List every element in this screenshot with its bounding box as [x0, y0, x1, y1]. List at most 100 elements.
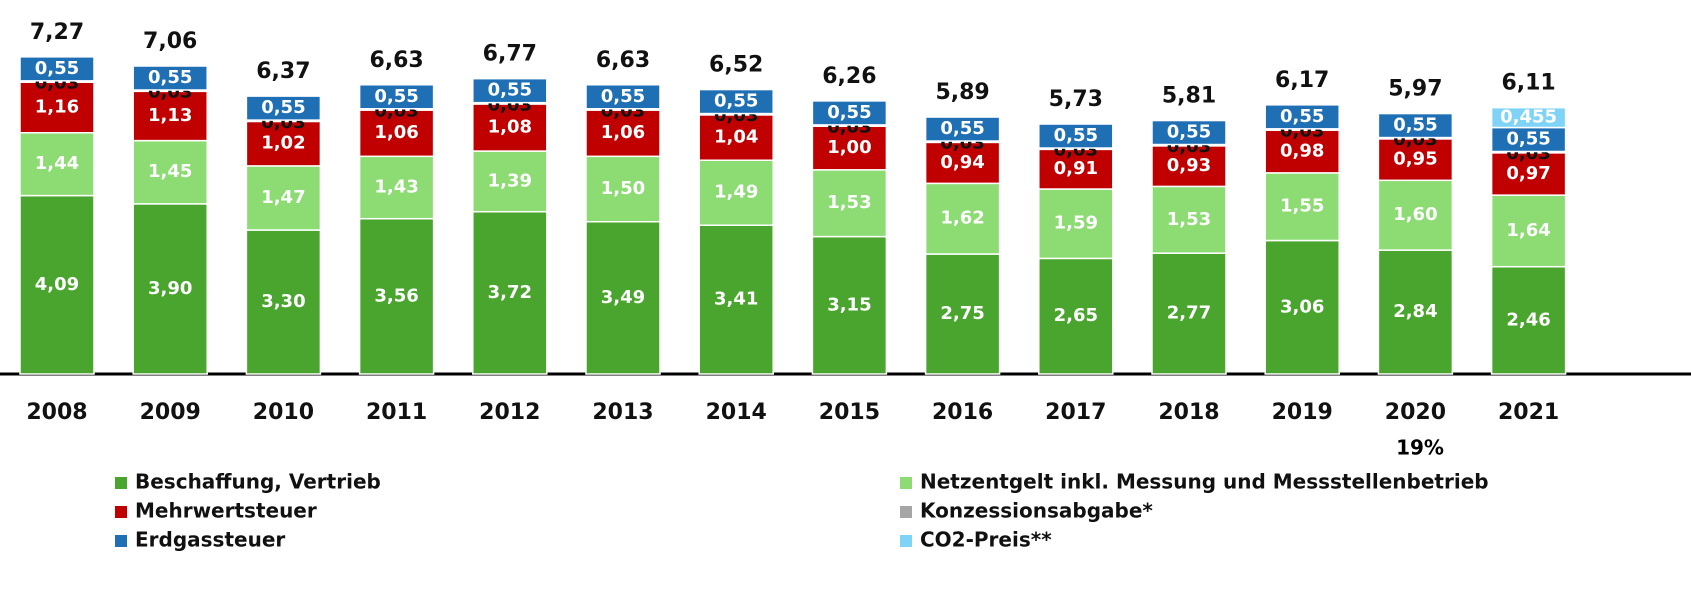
value-label: 0,55	[488, 80, 532, 101]
bar-segment	[132, 203, 208, 375]
value-label: 2,84	[1393, 301, 1437, 322]
x-tick-label: 2021	[1498, 400, 1559, 425]
total-label: 6,11	[1501, 70, 1555, 95]
value-label: 1,39	[488, 170, 532, 191]
value-label: 3,41	[714, 289, 758, 310]
bar-segment	[358, 217, 435, 375]
bar-segment	[1151, 119, 1227, 146]
value-label: 0,55	[374, 86, 418, 107]
legend-label: Konzessionsabgabe*	[920, 499, 1153, 523]
total-label: 7,27	[30, 20, 84, 45]
value-label: 1,02	[261, 133, 305, 154]
x-tick-label: 2009	[140, 400, 201, 425]
value-label: 0,95	[1393, 149, 1437, 170]
value-label: 0,98	[1280, 141, 1324, 162]
value-label: 1,55	[1280, 196, 1324, 217]
value-label: 1,04	[714, 127, 758, 148]
bar-segment	[19, 56, 95, 82]
legend-label: Beschaffung, Vertrieb	[135, 470, 381, 494]
bar-segment	[1038, 257, 1114, 375]
bar-segment	[1377, 112, 1454, 139]
value-label: 0,97	[1506, 163, 1550, 184]
total-label: 6,63	[596, 48, 650, 73]
value-label: 1,06	[601, 122, 645, 143]
value-label: 0,94	[940, 152, 984, 173]
legend-swatch	[900, 506, 912, 518]
bar-segment	[245, 95, 322, 121]
bar-segment	[811, 169, 888, 238]
value-label: 3,56	[374, 285, 418, 306]
legend-label: Netzentgelt inkl. Messung und Messstelle…	[920, 470, 1489, 494]
value-label: 1,60	[1393, 204, 1437, 225]
value-label: 0,55	[714, 91, 758, 112]
value-label: 0,55	[1280, 106, 1324, 127]
value-label: 0,455	[1500, 107, 1557, 128]
x-tick-label: 2015	[819, 400, 880, 425]
value-label: 0,55	[601, 86, 645, 107]
legend-swatch	[115, 535, 127, 547]
legend-label: Mehrwertsteuer	[135, 499, 317, 523]
x-tick-label: 2017	[1045, 400, 1106, 425]
bar-segment	[811, 125, 888, 171]
x-tick-label: 2010	[253, 400, 314, 425]
bar-segment	[698, 114, 774, 161]
bar-segment	[132, 65, 208, 91]
bar-segment	[585, 109, 661, 158]
bar-segment	[1264, 239, 1340, 375]
value-label: 3,72	[488, 282, 532, 303]
bar-segment	[924, 182, 1001, 255]
bar-segment	[1377, 138, 1454, 182]
legend-label: CO2-Preis**	[920, 528, 1052, 552]
bar-segment	[358, 109, 435, 158]
bar-segment	[924, 116, 1001, 142]
bar-segment	[1264, 104, 1340, 130]
value-label: 1,64	[1506, 220, 1550, 241]
legend-swatch	[115, 477, 127, 489]
value-label: 1,00	[827, 137, 871, 158]
x-tick-label: 2013	[592, 400, 653, 425]
value-label: 1,59	[1054, 213, 1098, 234]
legend-swatch	[900, 477, 912, 489]
value-label: 1,43	[374, 177, 418, 198]
bar-segment	[245, 229, 322, 375]
bar-segment	[358, 155, 435, 220]
x-tick-label: 2014	[706, 400, 767, 425]
value-label: 1,53	[1167, 209, 1211, 230]
value-label: 2,65	[1054, 305, 1098, 326]
bar-segment	[19, 132, 95, 197]
x-tick-label: 2020	[1385, 400, 1446, 425]
value-label: 1,08	[488, 117, 532, 138]
legend-swatch	[115, 506, 127, 518]
bar-segment	[585, 155, 661, 223]
total-label: 5,81	[1162, 84, 1216, 109]
value-label: 3,15	[827, 294, 871, 315]
bar-segment	[19, 194, 95, 375]
value-label: 1,62	[940, 208, 984, 229]
value-label: 2,75	[940, 303, 984, 324]
bar-segment	[358, 84, 435, 110]
x-tick-label: 2019	[1272, 400, 1333, 425]
value-label: 4,09	[35, 274, 79, 295]
value-label: 1,53	[827, 192, 871, 213]
total-label: 5,73	[1049, 87, 1103, 112]
total-label: 6,63	[369, 48, 423, 73]
bar-segment	[472, 103, 548, 152]
value-label: 2,77	[1167, 303, 1211, 324]
value-label: 3,90	[148, 278, 192, 299]
value-label: 0,55	[1393, 115, 1437, 136]
value-label: 1,49	[714, 182, 758, 203]
bar-segment	[924, 253, 1001, 375]
bar-segment	[472, 210, 548, 375]
bar-segment	[1377, 179, 1454, 251]
bar-segment	[132, 139, 208, 205]
value-label: 1,44	[35, 153, 79, 174]
x-tick-label: 2008	[26, 400, 87, 425]
total-label: 6,77	[483, 42, 537, 67]
value-label: 0,55	[148, 67, 192, 88]
value-label: 1,47	[261, 187, 305, 208]
x-tick-label: 2012	[479, 400, 540, 425]
value-label: 0,91	[1054, 158, 1098, 179]
value-label: 1,13	[148, 105, 192, 126]
value-label: 0,55	[35, 58, 79, 79]
